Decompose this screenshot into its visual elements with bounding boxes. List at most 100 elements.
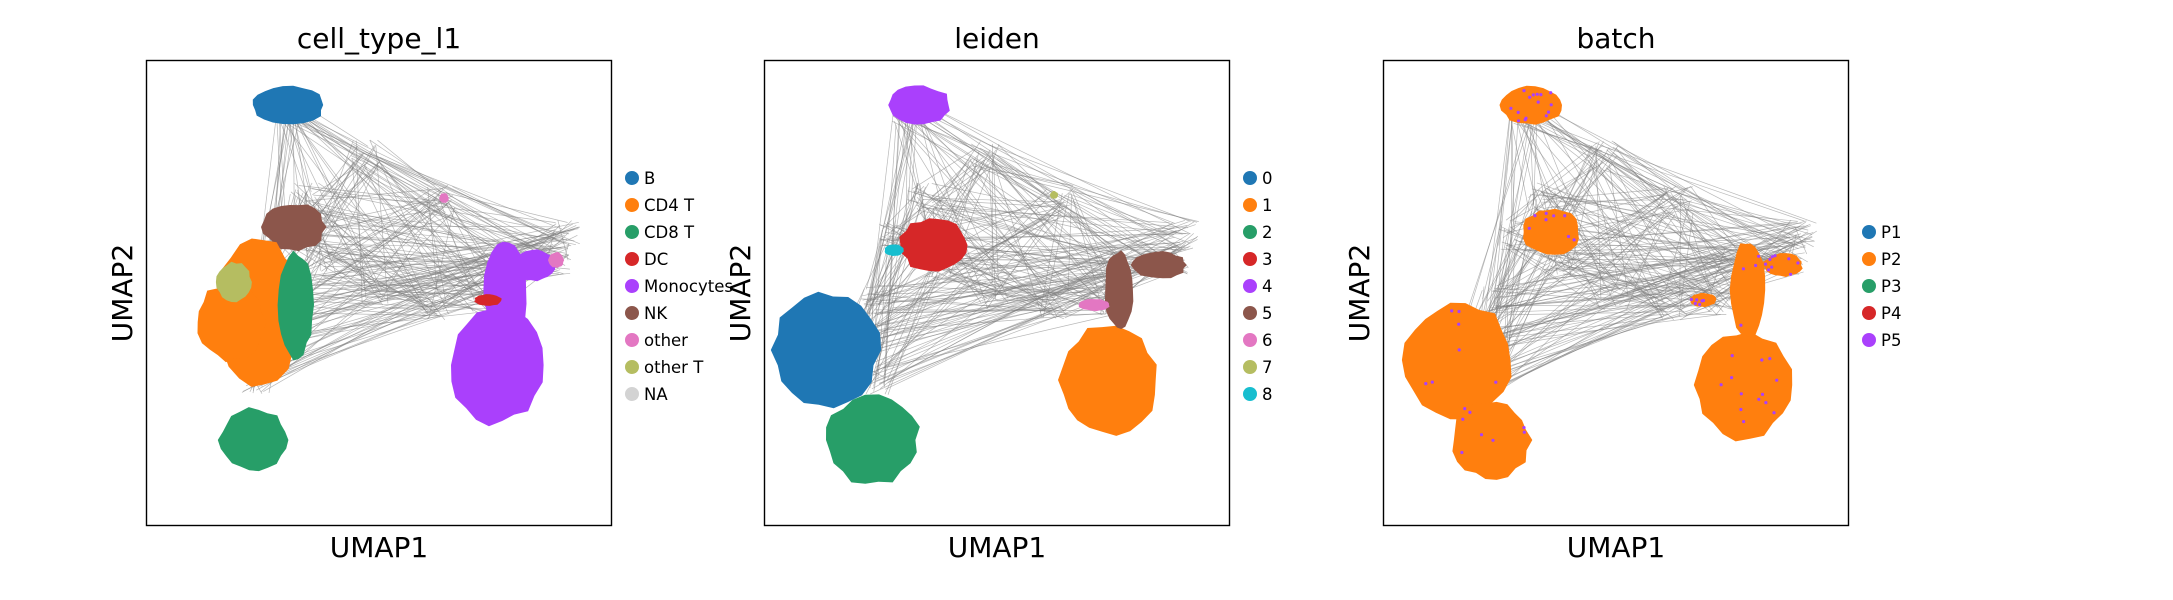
cell-point	[1766, 268, 1771, 272]
cluster-7	[1078, 299, 1110, 312]
legend-item: B	[625, 169, 655, 188]
legend-item: P5	[1862, 331, 1901, 350]
cell-point	[1523, 118, 1527, 122]
cell-point	[1770, 255, 1774, 259]
cell-point	[1430, 380, 1434, 384]
legend-label: 2	[1262, 223, 1273, 242]
cluster-0	[888, 85, 950, 125]
cell-point	[1522, 426, 1526, 430]
legend-label: 0	[1262, 169, 1273, 188]
x-axis-label: UMAP1	[948, 531, 1047, 564]
cell-point	[1741, 267, 1745, 271]
cell-point	[1536, 100, 1540, 104]
cell-point	[1772, 411, 1776, 415]
cluster-10	[474, 294, 502, 306]
cell-clusters	[1401, 85, 1803, 480]
cell-point	[1457, 322, 1461, 326]
legend-item: 8	[1243, 385, 1273, 404]
legend-item: P1	[1862, 223, 1901, 242]
legend-item: 5	[1243, 304, 1273, 323]
cell-point	[1509, 106, 1513, 110]
cluster-4	[1693, 331, 1793, 442]
legend-item: Monocytes	[625, 277, 733, 296]
axes-frame	[1382, 59, 1850, 527]
cell-point	[1763, 262, 1768, 266]
panel-3: batch UMAP1 UMAP2 P1 P2 P3 P4 P5	[1343, 22, 1901, 564]
legend-label: NA	[644, 385, 668, 404]
cell-point	[1522, 430, 1526, 434]
cell-point	[1516, 110, 1520, 114]
cluster-6	[1130, 251, 1187, 279]
cluster-11	[439, 193, 449, 203]
legend-marker	[625, 198, 639, 212]
cluster-6	[215, 261, 252, 303]
legend-item: 3	[1243, 250, 1273, 269]
legend-marker	[625, 306, 639, 320]
legend-label: B	[644, 169, 655, 188]
cell-point	[1757, 397, 1761, 401]
legend-marker	[625, 387, 639, 401]
legend-label: 3	[1262, 250, 1273, 269]
cell-point	[1531, 93, 1535, 97]
cell-point	[1754, 263, 1758, 268]
legend-label: NK	[644, 304, 668, 323]
cluster-5	[1104, 250, 1134, 329]
legend-marker	[1243, 198, 1257, 212]
legend-marker	[1243, 171, 1257, 185]
legend-marker	[625, 333, 639, 347]
legend-item: 4	[1243, 277, 1273, 296]
cell-clusters	[197, 85, 565, 472]
cluster-1	[261, 204, 327, 252]
legend-label: P2	[1881, 250, 1901, 269]
panel-title: leiden	[954, 22, 1040, 55]
cluster-1	[899, 218, 968, 272]
cluster-9	[1050, 191, 1059, 199]
cluster-1	[1523, 208, 1579, 255]
cell-point	[1494, 380, 1498, 384]
cell-point	[1796, 261, 1800, 265]
cell-point	[1695, 298, 1699, 302]
cluster-3	[217, 407, 289, 472]
cluster-2	[1401, 302, 1512, 420]
cluster-0	[252, 85, 324, 125]
cell-point	[1450, 309, 1454, 313]
cluster-8	[884, 244, 904, 256]
y-axis-label: UMAP2	[1343, 244, 1376, 343]
cell-point	[1739, 392, 1743, 396]
cluster-4	[197, 281, 268, 363]
y-axis-label: UMAP2	[724, 244, 757, 343]
legend-label: 5	[1262, 304, 1273, 323]
cell-point	[1693, 301, 1697, 306]
legend-marker	[1243, 252, 1257, 266]
cell-point	[1468, 410, 1472, 414]
cell-point	[1528, 95, 1532, 99]
legend-marker	[1243, 225, 1257, 239]
cell-point	[1730, 354, 1734, 358]
cell-point	[1424, 382, 1428, 386]
cell-point	[1527, 226, 1531, 230]
legend-label: 7	[1262, 358, 1273, 377]
legend-item: CD8 T	[625, 223, 695, 242]
legend-label: CD8 T	[644, 223, 695, 242]
axes-frame	[145, 59, 613, 527]
cell-point	[1544, 114, 1548, 118]
cell-point	[1760, 358, 1764, 362]
cell-point	[1457, 309, 1461, 314]
legend-label: 4	[1262, 277, 1273, 296]
cell-point	[1563, 214, 1567, 218]
legend-label: Monocytes	[644, 277, 733, 296]
legend-item: 7	[1243, 358, 1273, 377]
cell-point	[1739, 323, 1743, 327]
legend-marker	[625, 252, 639, 266]
cell-point	[1549, 91, 1553, 95]
cell-point	[1463, 407, 1467, 411]
cell-point	[1739, 407, 1743, 412]
legend-label: CD4 T	[644, 196, 695, 215]
cell-point	[1764, 401, 1768, 405]
legend-marker	[1862, 225, 1876, 239]
legend-marker	[1243, 279, 1257, 293]
legend-label: P1	[1881, 223, 1901, 242]
legend-item: P4	[1862, 304, 1901, 323]
legend-label: 1	[1262, 196, 1273, 215]
panel-title: batch	[1576, 22, 1655, 55]
